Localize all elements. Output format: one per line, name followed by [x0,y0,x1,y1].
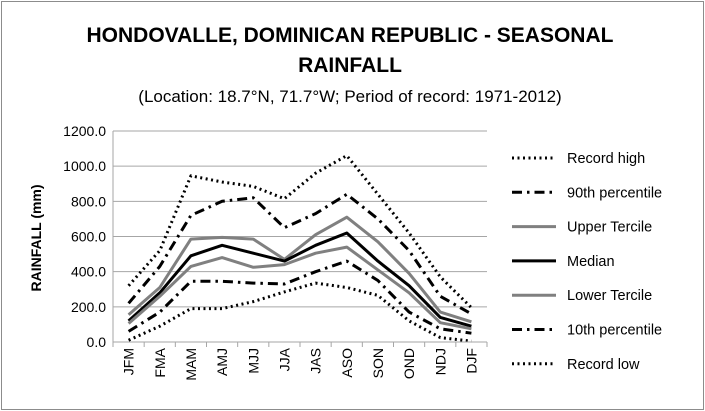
series-line [127,192,473,316]
series-line [127,231,472,328]
series-line [127,259,472,335]
legend-label: Lower Tercile [567,288,652,304]
x-tick-label: ASO [339,348,355,378]
legend-label: Upper Tercile [567,220,652,236]
legend-label: 10th percentile [567,323,662,339]
series-line [127,215,472,324]
y-tick-label: 0.0 [87,334,107,350]
x-tick-label: JJA [276,347,292,371]
legend: Record high 90th percentile Upper Tercile M… [512,151,662,373]
series-layer [127,154,473,343]
x-tick-label: JFM [121,348,137,375]
series-line [127,281,472,343]
legend-label: Record low [567,357,640,373]
x-tick-label: AMJ [214,348,230,376]
chart-title-line2: RAINFALL [298,54,402,77]
x-tick-label: MAM [183,348,199,381]
chart-title-line1: HONDOVALLE, DOMINICAN REPUBLIC - SEASONA… [87,24,614,47]
y-tick-label: 600.0 [71,229,106,245]
legend-label: Median [567,254,615,270]
x-tick-label: NDJ [432,348,448,375]
x-tick-label: DJF [463,348,479,374]
y-tick-label: 1000.0 [63,158,106,174]
series-line [127,245,472,331]
y-tick-label: 800.0 [71,193,106,209]
legend-label: 90th percentile [567,185,662,201]
x-tick-label: JAS [308,348,324,374]
x-tick-label: OND [401,348,417,379]
legend-label: Record high [567,151,645,167]
y-tick-label: 1200.0 [63,123,106,139]
axis-layer: 0.0 200.0 400.0 600.0 800.0 1000.0 1200.0 JFM FM… [63,123,488,381]
x-tick-label: MJJ [245,348,261,374]
y-axis-label: RAINFALL (mm) [28,184,44,291]
y-tick-label: 400.0 [71,264,106,280]
y-tick-label: 200.0 [71,299,106,315]
chart-subtitle: (Location: 18.7°N, 71.7°W; Period of rec… [138,87,561,106]
x-tick-label: SON [370,348,386,378]
x-tick-label: FMA [152,347,168,377]
